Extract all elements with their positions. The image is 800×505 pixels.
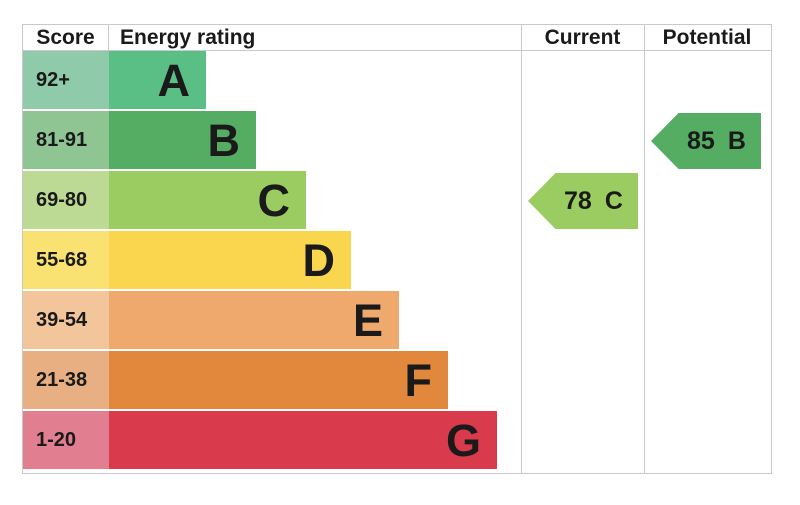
rating-row-c: 69-80 C [23,171,771,231]
band-letter-f: F [404,354,433,406]
band-letter-g: G [445,414,481,466]
band-letter-e: E [352,294,383,346]
band-letter-d: D [302,234,336,286]
rating-row-g: 1-20 G [23,411,771,471]
rating-bar-d: D [109,231,351,289]
current-band-letter: C [604,186,623,215]
header-score: Score [23,25,109,50]
rating-bar-a: A [109,51,206,109]
rating-bar-b: B [109,111,256,169]
rating-row-a: 92+ A [23,51,771,111]
grid-line-current-column [521,25,522,473]
rating-bar-f: F [109,351,448,409]
rating-bar-g: G [109,411,497,469]
band-letter-c: C [257,174,291,226]
rating-row-f: 21-38 F [23,351,771,411]
rating-rows: 92+ A 81-91 B 69-80 C 55-68 D 39-54 E 21-38 F 1-20 G [23,51,771,471]
score-range-e: 39-54 [23,291,109,349]
rating-row-b: 81-91 B [23,111,771,171]
potential-rating-arrow: 85 B [651,113,761,169]
score-range-b: 81-91 [23,111,109,169]
grid-line-potential-column [644,25,645,473]
current-score-value: 78 [564,186,592,215]
rating-bar-e: E [109,291,399,349]
score-range-a: 92+ [23,51,109,109]
score-range-d: 55-68 [23,231,109,289]
band-letter-b: B [207,114,241,166]
potential-band-letter: B [727,126,746,155]
score-range-g: 1-20 [23,411,109,469]
score-range-f: 21-38 [23,351,109,409]
header-current: Current [544,26,621,49]
score-range-c: 69-80 [23,171,109,229]
rating-row-d: 55-68 D [23,231,771,291]
header-potential: Potential [662,26,752,49]
potential-score-value: 85 [687,126,715,155]
rating-table: Score Energy rating Current Potential 92… [22,24,772,474]
rating-bar-c: C [109,171,306,229]
header-row: Score Energy rating Current Potential [23,25,771,51]
header-energy-rating: Energy rating [120,26,256,49]
band-letter-a: A [157,54,191,106]
rating-row-e: 39-54 E [23,291,771,351]
